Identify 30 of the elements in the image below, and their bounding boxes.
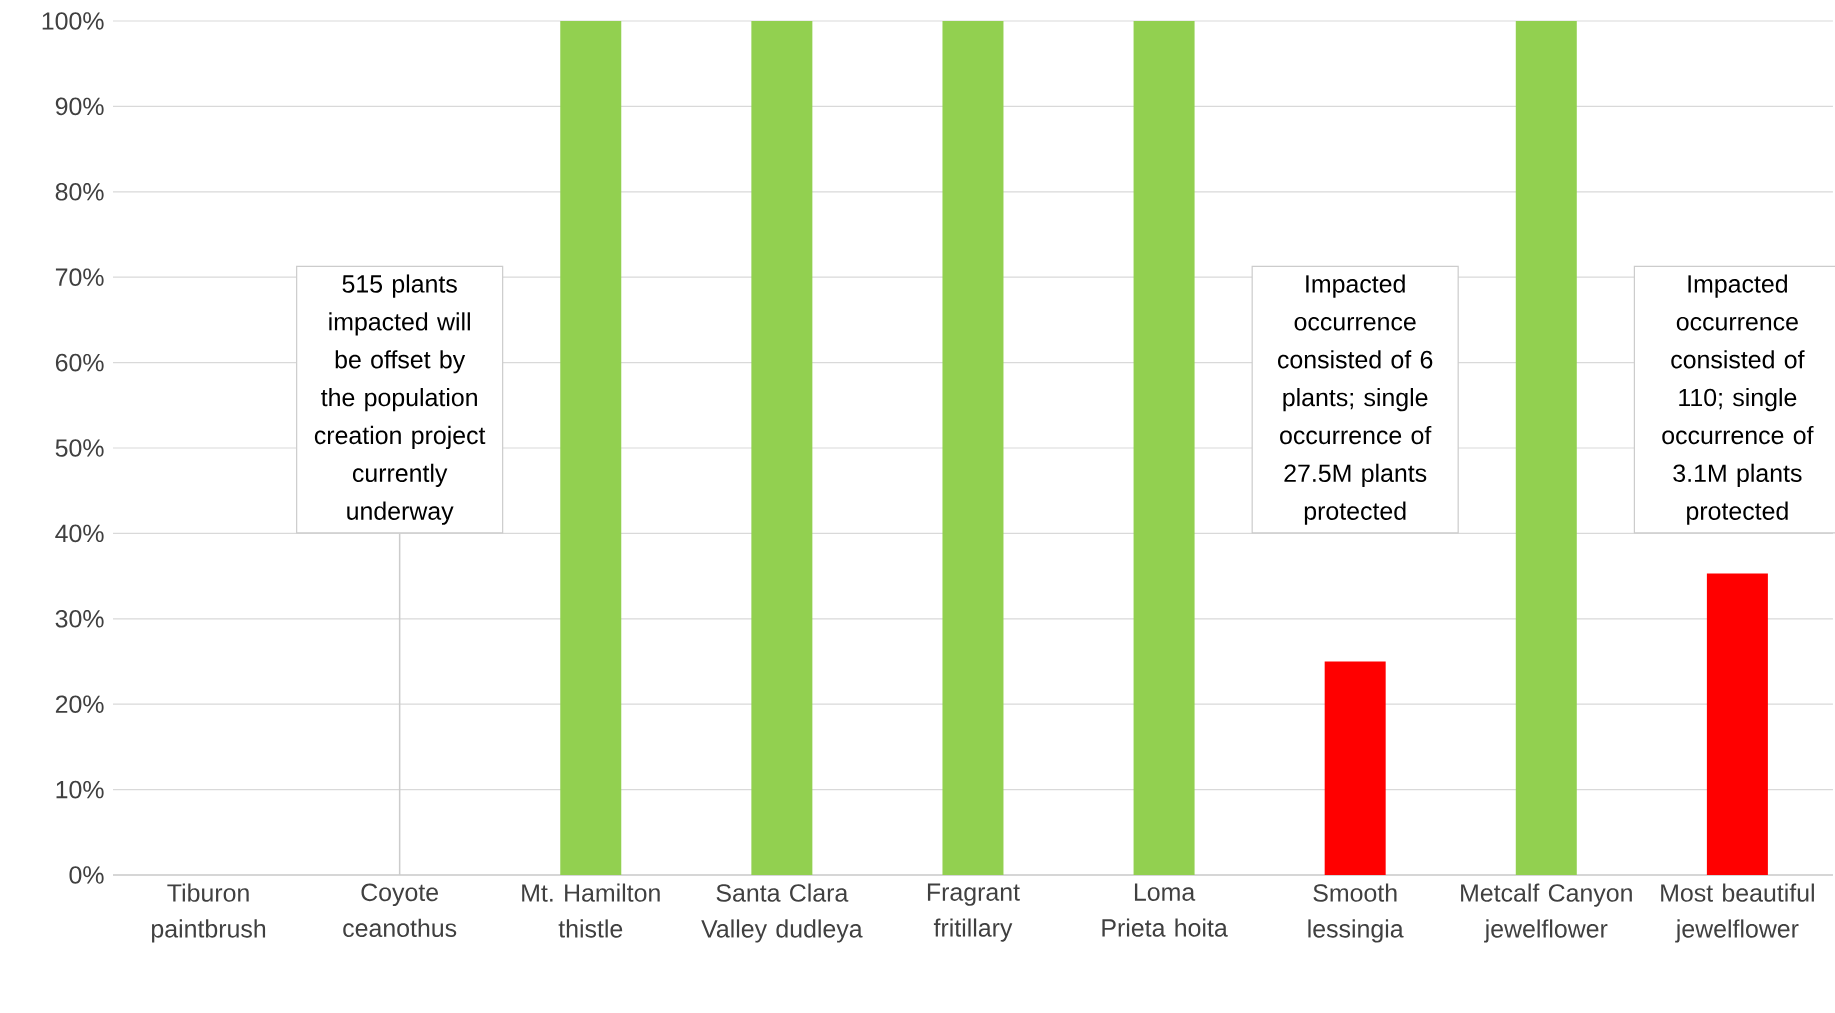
annotation: 515 plants impacted will be offset by the population creation project currently underway: [314, 274, 486, 525]
bar: [560, 20, 622, 875]
y-tick-label: 10%: [56, 780, 104, 799]
annotation: Impacted occurrence consisted of 6 plants; single occurrence of 27.5M plants protected: [1278, 274, 1433, 525]
bar: [1324, 661, 1386, 875]
y-tick-label: 70%: [55, 268, 104, 287]
x-tick-label: Loma Prieta hoita: [1102, 883, 1228, 937]
bar: [751, 20, 813, 875]
x-tick-label: Fragrant fritillary: [927, 883, 1020, 942]
y-tick-label: 100%: [42, 12, 104, 30]
y-tick-label: 20%: [55, 695, 104, 714]
bar: [942, 20, 1004, 875]
annotation: Impacted occurrence consisted of 110; single occurrence of 3.1M plants protected: [1662, 274, 1814, 525]
y-tick-label: 0%: [69, 866, 104, 884]
x-tick-label: Mt. Hamilton thistle: [522, 883, 660, 938]
bar: [1706, 573, 1768, 875]
y-tick-label: 30%: [55, 609, 104, 628]
x-tick-label: Santa Clara Valley dudleya: [701, 883, 863, 943]
y-tick-label: 50%: [55, 439, 104, 457]
x-tick-label: Metcalf Canyon jewelflower: [1461, 883, 1632, 943]
x-tick-label: Most beautiful jewelflower: [1661, 883, 1814, 943]
bar: [1515, 20, 1577, 875]
x-tick-label: Coyote ceanothus: [343, 883, 457, 938]
x-tick-label: Tiburon paintbrush: [152, 883, 266, 943]
y-tick-label: 90%: [55, 97, 104, 116]
y-tick-label: 60%: [55, 353, 104, 372]
y-tick-label: 40%: [55, 524, 104, 543]
bar: [1133, 20, 1195, 875]
x-tick-label: Smooth lessingia: [1308, 883, 1404, 943]
y-tick-label: 80%: [55, 182, 104, 201]
